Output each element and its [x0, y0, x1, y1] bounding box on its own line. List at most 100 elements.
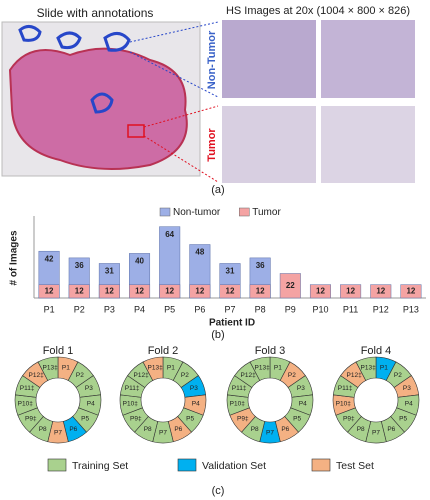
segment-label: P7 [159, 430, 167, 437]
bar [279, 273, 301, 299]
bar [129, 284, 151, 299]
data-label: 12 [45, 286, 54, 295]
segment-label: P4 [299, 401, 307, 408]
segment-label: P7 [266, 430, 274, 437]
segment-label: P11‡ [338, 385, 353, 392]
micrograph [321, 20, 415, 98]
bar [400, 284, 422, 299]
legend-label: Non-tumor [173, 207, 221, 218]
segment-label: P2 [76, 372, 84, 379]
x-tick-label: P10 [312, 304, 328, 314]
fold-segment [142, 356, 164, 381]
segment-label: P13‡ [361, 365, 377, 372]
data-label: 36 [256, 261, 265, 270]
connector [143, 135, 219, 183]
segment-label: P12‡ [134, 372, 150, 379]
y-axis-label: # of Images [9, 230, 20, 285]
slide-title: Slide with annotations [37, 6, 154, 20]
legend-label: Training Set [72, 460, 128, 472]
data-label: 12 [195, 286, 204, 295]
data-label: 42 [45, 254, 54, 263]
x-tick-label: P5 [164, 304, 175, 314]
caption: (c) [212, 485, 225, 497]
data-label: 12 [135, 286, 144, 295]
fold-segment [355, 356, 377, 381]
segment-label: P3 [85, 385, 93, 392]
segment-label: P5 [399, 415, 407, 422]
micrograph [222, 20, 316, 98]
bar [38, 284, 60, 299]
x-tick-label: P12 [373, 304, 389, 314]
x-tick-label: P7 [224, 304, 235, 314]
legend-label: Tumor [252, 207, 281, 218]
x-tick-label: P6 [194, 304, 205, 314]
bar [98, 284, 120, 299]
x-tick-label: P3 [104, 304, 115, 314]
segment-label: P12‡ [241, 372, 257, 379]
segment-label: P7 [54, 430, 62, 437]
x-tick-label: P1 [44, 304, 55, 314]
segment-label: P6 [174, 426, 182, 433]
hs-title: HS Images at 20x (1004 × 800 × 826) [226, 5, 410, 17]
segment-label: P2 [288, 372, 296, 379]
x-tick-label: P2 [74, 304, 85, 314]
data-label: 31 [226, 267, 235, 276]
fold-title: Fold 3 [255, 345, 286, 357]
x-tick-label: P13 [403, 304, 419, 314]
segment-label: P2 [394, 372, 402, 379]
legend-swatch [159, 207, 171, 217]
bar [249, 284, 271, 299]
segment-label: P1 [62, 365, 70, 372]
x-axis-label: Patient ID [209, 318, 255, 329]
data-label: 31 [105, 267, 114, 276]
x-tick-label: P11 [343, 304, 358, 314]
segment-label: P8 [144, 426, 152, 433]
legend-swatch [177, 458, 197, 472]
data-label: 36 [75, 261, 84, 270]
segment-label: P11‡ [20, 385, 35, 392]
data-label: 12 [256, 286, 265, 295]
segment-label: P13‡ [255, 365, 271, 372]
segment-label: P13‡ [148, 365, 164, 372]
data-label: 12 [406, 286, 415, 295]
caption: (b) [211, 329, 224, 341]
legend-label: Validation Set [202, 460, 266, 472]
segment-label: P6 [387, 426, 395, 433]
x-tick-label: P8 [255, 304, 266, 314]
segment-label: P1 [380, 365, 388, 372]
segment-label: P5 [293, 415, 301, 422]
segment-label: P10‡ [230, 401, 246, 408]
connector [143, 105, 219, 128]
bar [189, 284, 211, 299]
segment-label: P13‡ [43, 365, 59, 372]
non-tumor-label: Non-Tumor [206, 30, 218, 89]
data-label: 12 [105, 286, 114, 295]
data-label: 48 [195, 248, 204, 257]
data-label: 64 [165, 230, 174, 239]
fold-segment [249, 356, 271, 381]
connector [129, 21, 219, 43]
segment-label: P9‡ [237, 415, 249, 422]
slide-image [1, 21, 201, 177]
segment-label: P1 [274, 365, 282, 372]
segment-label: P4 [405, 401, 413, 408]
data-label: 12 [165, 286, 174, 295]
segment-label: P10‡ [123, 401, 139, 408]
legend-swatch [47, 458, 67, 472]
segment-label: P9‡ [130, 415, 142, 422]
caption: (a) [211, 184, 224, 196]
segment-label: P3 [297, 385, 305, 392]
fold-title: Fold 2 [148, 345, 179, 357]
bar [309, 284, 331, 299]
data-label: 40 [135, 257, 144, 266]
segment-label: P10‡ [18, 401, 34, 408]
connector [129, 51, 219, 98]
tumor-label: Tumor [206, 128, 218, 162]
micrograph [321, 106, 415, 183]
data-label: 12 [226, 286, 235, 295]
bar [340, 284, 362, 299]
segment-label: P4 [87, 401, 95, 408]
micrograph [222, 106, 316, 183]
x-tick-label: P4 [134, 304, 145, 314]
segment-label: P9‡ [25, 415, 37, 422]
